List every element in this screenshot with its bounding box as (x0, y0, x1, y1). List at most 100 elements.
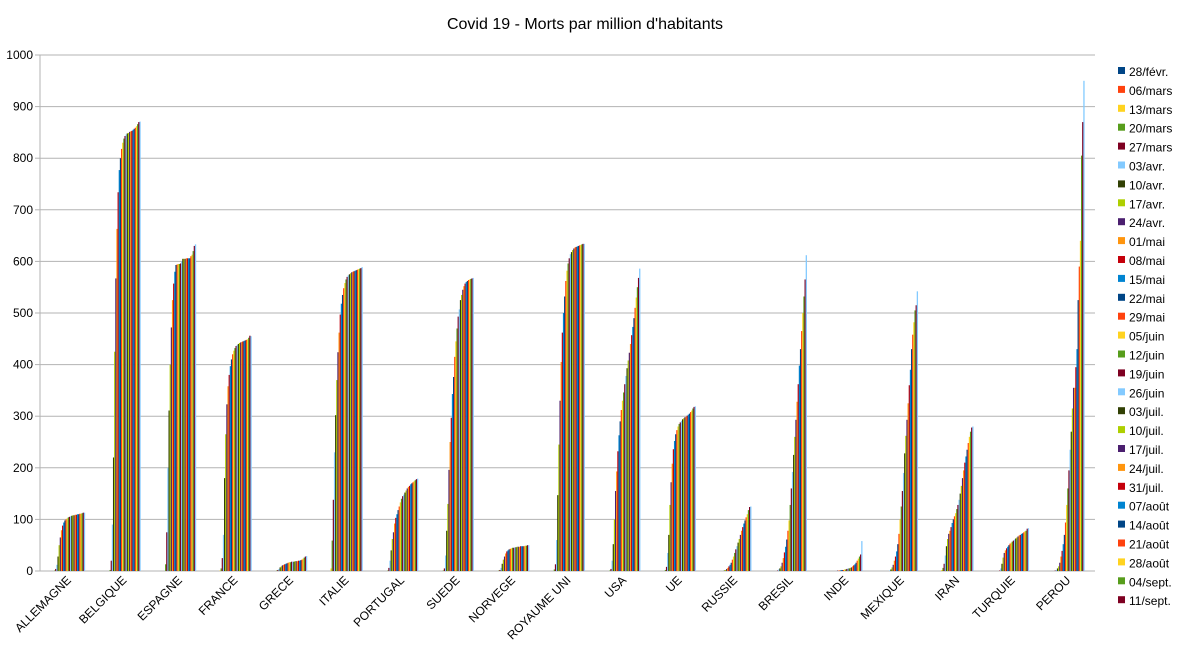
bar (675, 434, 677, 571)
bar (672, 449, 675, 571)
legend-label: 01/mai (1129, 235, 1165, 249)
legend-swatch (1118, 199, 1125, 207)
bar (1083, 80, 1085, 572)
bar (76, 514, 79, 571)
bar (249, 335, 251, 571)
bar (618, 435, 620, 571)
bar (1060, 556, 1062, 571)
bar (677, 426, 679, 571)
bar (901, 491, 904, 571)
bar (1016, 537, 1018, 571)
bar (126, 133, 129, 571)
bar (518, 546, 521, 571)
bar (190, 256, 192, 571)
bar (896, 551, 898, 571)
bar (898, 533, 900, 571)
bar (349, 273, 352, 571)
bar (340, 303, 343, 571)
legend-label: 10/avr. (1129, 178, 1165, 192)
bar (506, 551, 508, 571)
bar (856, 560, 858, 571)
bar (294, 561, 296, 571)
bar (915, 305, 917, 571)
bar (191, 254, 193, 571)
bar (781, 562, 783, 571)
bar (1076, 349, 1078, 571)
bar (74, 514, 76, 571)
bar (346, 276, 348, 571)
bar (628, 352, 631, 571)
bar (568, 258, 570, 571)
bar (406, 488, 408, 571)
bar (280, 566, 282, 571)
bar (68, 516, 71, 571)
x-tick-label: GRECE (256, 573, 296, 613)
bar (860, 554, 862, 571)
bar (243, 340, 245, 571)
bar (1058, 566, 1060, 571)
bar (955, 513, 957, 571)
bar (624, 384, 626, 571)
legend-label: 06/mars (1129, 84, 1172, 98)
bar (949, 530, 951, 571)
legend-label: 13/mars (1129, 103, 1172, 117)
legend-swatch (1118, 256, 1125, 263)
bar (639, 268, 641, 571)
bar (236, 344, 238, 571)
bar (244, 340, 246, 571)
bar (906, 419, 908, 571)
bar (740, 530, 743, 571)
legend-label: 03/juil. (1129, 405, 1164, 419)
bar (1062, 544, 1064, 571)
bar (786, 539, 788, 571)
bar (287, 562, 289, 571)
bar (522, 546, 524, 571)
bar (389, 560, 391, 571)
legend-swatch (1118, 274, 1125, 282)
bar (450, 417, 453, 571)
bar (668, 534, 670, 571)
bar (284, 564, 286, 571)
legend-label: 10/juil. (1129, 424, 1164, 438)
bar (288, 562, 291, 571)
x-tick-label: PORTUGAL (351, 573, 408, 630)
bar (691, 410, 693, 571)
bar (403, 494, 405, 571)
y-tick-label: 200 (13, 461, 33, 475)
bar (62, 525, 64, 571)
bar (629, 343, 632, 571)
bar (388, 567, 390, 571)
bar (557, 495, 559, 571)
bar (278, 568, 280, 571)
bar (621, 400, 624, 571)
bar (176, 264, 178, 571)
bar (130, 131, 132, 571)
bar (459, 300, 462, 571)
bar (905, 435, 907, 571)
bar (947, 539, 949, 571)
bar (633, 318, 635, 571)
bar (635, 297, 637, 571)
bar (188, 258, 190, 571)
bar (234, 348, 236, 571)
bar (577, 245, 580, 572)
bar (443, 568, 446, 571)
bar (688, 413, 691, 571)
bar (798, 365, 801, 571)
bar (616, 471, 618, 571)
bar (776, 570, 779, 571)
bar (500, 567, 502, 571)
bar (1022, 533, 1024, 571)
bar (1017, 536, 1019, 571)
bar (66, 518, 68, 571)
bar (951, 523, 953, 571)
bar (415, 479, 418, 571)
legend-swatch (1118, 180, 1125, 188)
bar (351, 272, 353, 571)
bar (609, 570, 611, 571)
bar (240, 342, 242, 571)
bar (285, 563, 287, 571)
bar (612, 544, 614, 571)
bar (848, 568, 850, 571)
bar (573, 248, 575, 571)
